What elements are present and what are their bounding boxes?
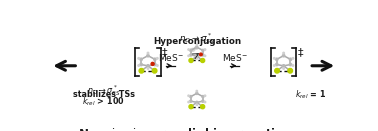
Circle shape — [196, 55, 198, 57]
Circle shape — [147, 54, 149, 57]
Circle shape — [189, 58, 193, 62]
Circle shape — [202, 95, 204, 98]
Circle shape — [204, 95, 206, 96]
Circle shape — [147, 68, 149, 69]
Circle shape — [196, 104, 198, 105]
Circle shape — [289, 63, 292, 66]
Circle shape — [147, 52, 149, 54]
Circle shape — [190, 49, 192, 51]
Circle shape — [138, 65, 139, 66]
Circle shape — [139, 69, 144, 73]
Circle shape — [274, 65, 275, 66]
Text: $n_O \rightarrow \sigma^*_{SS}$: $n_O \rightarrow \sigma^*_{SS}$ — [87, 83, 121, 98]
Circle shape — [147, 65, 149, 67]
Circle shape — [188, 95, 189, 96]
Circle shape — [190, 100, 192, 102]
Circle shape — [188, 49, 189, 50]
Circle shape — [196, 101, 198, 103]
Ellipse shape — [195, 47, 198, 49]
Circle shape — [140, 63, 143, 66]
Circle shape — [282, 65, 285, 67]
Circle shape — [283, 68, 284, 69]
Circle shape — [201, 105, 204, 109]
Circle shape — [190, 54, 192, 56]
Circle shape — [204, 55, 206, 56]
Text: $k_{rel}$ = 1: $k_{rel}$ = 1 — [295, 88, 327, 101]
Circle shape — [201, 58, 204, 62]
Circle shape — [151, 62, 154, 65]
Circle shape — [156, 65, 158, 66]
Circle shape — [276, 63, 278, 66]
Circle shape — [283, 52, 284, 54]
Circle shape — [289, 58, 292, 61]
Text: ‡: ‡ — [298, 47, 303, 57]
Circle shape — [274, 58, 275, 59]
Text: $k_{rel}$ > 100: $k_{rel}$ > 100 — [82, 96, 125, 108]
Circle shape — [276, 58, 278, 61]
Circle shape — [200, 53, 202, 56]
Text: stabilizes TSs: stabilizes TSs — [73, 90, 135, 99]
Circle shape — [196, 92, 198, 94]
Circle shape — [140, 58, 143, 61]
Circle shape — [156, 58, 158, 59]
Circle shape — [138, 58, 139, 59]
Circle shape — [292, 65, 294, 66]
Circle shape — [189, 105, 193, 109]
Circle shape — [196, 46, 198, 48]
Circle shape — [288, 69, 293, 73]
Text: Hyperconjugation: Hyperconjugation — [153, 37, 241, 46]
Circle shape — [188, 101, 189, 103]
Circle shape — [292, 58, 294, 59]
Circle shape — [196, 58, 198, 59]
Circle shape — [154, 58, 156, 61]
Circle shape — [204, 101, 206, 103]
Text: ‡: ‡ — [162, 47, 167, 57]
Circle shape — [202, 100, 204, 102]
Circle shape — [152, 69, 157, 73]
Circle shape — [204, 49, 206, 50]
Ellipse shape — [191, 48, 195, 51]
Circle shape — [154, 63, 156, 66]
Text: $\bf{New}$ $\it{in\ vivo}$ $\bf{crosslinking\ reactions}$: $\bf{New}$ $\it{in\ vivo}$ $\bf{crosslin… — [78, 126, 300, 131]
Circle shape — [282, 54, 285, 57]
Circle shape — [188, 55, 189, 56]
Text: MeS$^{-}$: MeS$^{-}$ — [158, 52, 183, 63]
Circle shape — [196, 90, 198, 92]
Text: MeS$^{-}$: MeS$^{-}$ — [222, 52, 248, 63]
Circle shape — [190, 95, 192, 98]
Text: $n_O \rightarrow \sigma^*_{SS}$: $n_O \rightarrow \sigma^*_{SS}$ — [178, 31, 215, 46]
Circle shape — [275, 69, 279, 73]
Circle shape — [202, 49, 204, 51]
Circle shape — [202, 54, 204, 56]
Circle shape — [196, 44, 198, 46]
